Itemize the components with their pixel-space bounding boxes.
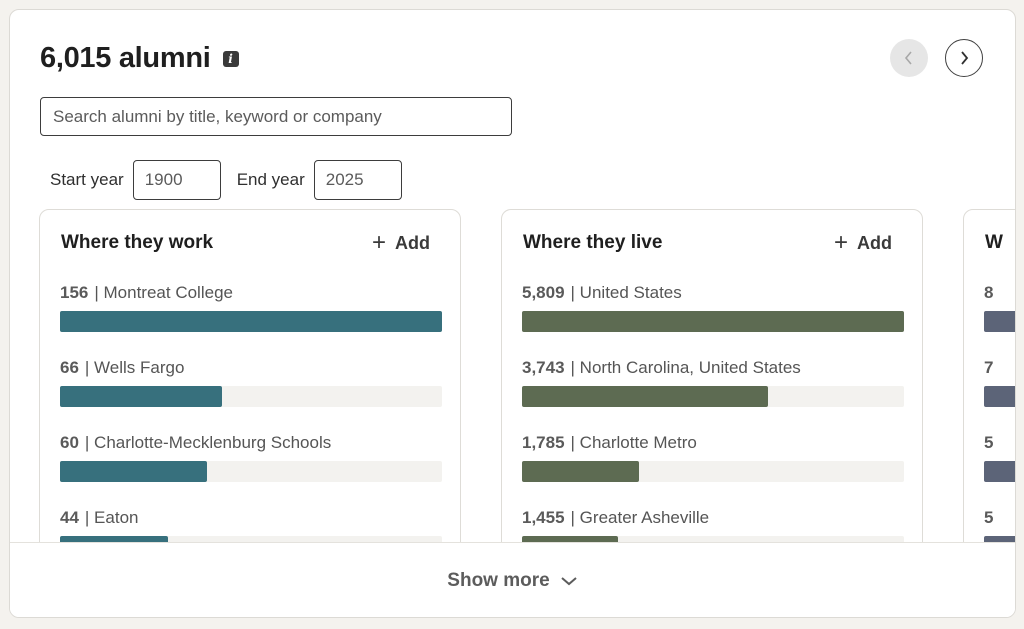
row-count: 1,455 [522, 508, 565, 527]
row-label: | Charlotte-Mecklenburg Schools [84, 433, 332, 452]
bar-track [984, 311, 1015, 332]
bar-track [60, 386, 442, 407]
where-they-work-panel: Where they work + Add 156 | Montreat Coll… [39, 209, 461, 617]
panel-title: Where they live [523, 232, 663, 253]
row-count: 44 [60, 508, 79, 527]
panel-title: Where they work [61, 232, 214, 253]
show-more-button[interactable]: Show more [447, 570, 577, 592]
bar-track [522, 386, 904, 407]
add-company-button[interactable]: + Add [371, 229, 430, 256]
row-label: | United States [570, 283, 682, 302]
bar-track [522, 461, 904, 482]
row-label: | Wells Fargo [84, 358, 185, 377]
alumni-search-input[interactable] [40, 97, 512, 136]
bar-fill [60, 461, 208, 482]
row-label: | Eaton [84, 508, 139, 527]
info-icon[interactable]: i [222, 50, 239, 67]
row-count: 5,809 [522, 283, 565, 302]
plus-icon: + [371, 229, 386, 256]
row-count: 3,743 [522, 358, 565, 377]
show-more-label: Show more [447, 569, 550, 591]
end-year-input[interactable] [313, 160, 402, 200]
list-item[interactable]: 5,809 | United States [522, 283, 904, 358]
start-year-label: Start year [50, 170, 124, 189]
row-count: 7 [984, 358, 994, 377]
bar-fill [522, 311, 904, 332]
bar-track [984, 461, 1015, 482]
row-count: 5 [984, 508, 994, 527]
bar-fill [984, 386, 1015, 407]
chevron-right-icon [961, 51, 969, 65]
bar-fill [984, 311, 1015, 332]
title-row: 6,015 alumni i [40, 42, 239, 75]
bar-fill [984, 461, 1015, 482]
row-count: 60 [60, 433, 79, 452]
bar-track [984, 386, 1015, 407]
row-count: 66 [60, 358, 79, 377]
list-item[interactable]: 8 [984, 283, 1015, 358]
list-item[interactable]: 1,785 | Charlotte Metro [522, 433, 904, 508]
bar-track [522, 311, 904, 332]
previous-button[interactable] [890, 39, 928, 77]
chevron-down-icon [561, 576, 577, 585]
bar-fill [60, 311, 442, 332]
bar-fill [60, 386, 222, 407]
list-item[interactable]: 7 [984, 358, 1015, 433]
list-item[interactable]: 60 | Charlotte-Mecklenburg Schools [60, 433, 442, 508]
list-item[interactable]: 5 [984, 433, 1015, 508]
row-count: 1,785 [522, 433, 565, 452]
row-label: | North Carolina, United States [570, 358, 801, 377]
list-item[interactable]: 156 | Montreat College [60, 283, 442, 358]
add-location-button[interactable]: + Add [833, 229, 892, 256]
row-label: | Charlotte Metro [570, 433, 697, 452]
bar-fill [522, 386, 768, 407]
row-count: 5 [984, 433, 994, 452]
list-item[interactable]: 3,743 | North Carolina, United States [522, 358, 904, 433]
bar-fill [522, 461, 640, 482]
row-label: | Greater Asheville [570, 508, 710, 527]
start-year-input[interactable] [132, 160, 221, 200]
end-year-label: End year [236, 170, 305, 189]
list-item[interactable]: 66 | Wells Fargo [60, 358, 442, 433]
chevron-left-icon [904, 51, 912, 65]
add-label: Add [395, 232, 430, 253]
alumni-card: 6,015 alumni i Start year End year Where… [9, 9, 1016, 618]
bar-track [60, 311, 442, 332]
alumni-count-title: 6,015 alumni [40, 42, 211, 74]
row-count: 8 [984, 283, 994, 302]
row-count: 156 [60, 283, 89, 302]
panel-title: W [985, 232, 1003, 253]
year-filter: Start year End year [50, 160, 402, 200]
plus-icon: + [833, 229, 848, 256]
row-label: | Montreat College [94, 283, 233, 302]
footer-bar: Show more [10, 542, 1015, 617]
add-label: Add [857, 232, 892, 253]
next-button[interactable] [945, 39, 983, 77]
bar-track [60, 461, 442, 482]
